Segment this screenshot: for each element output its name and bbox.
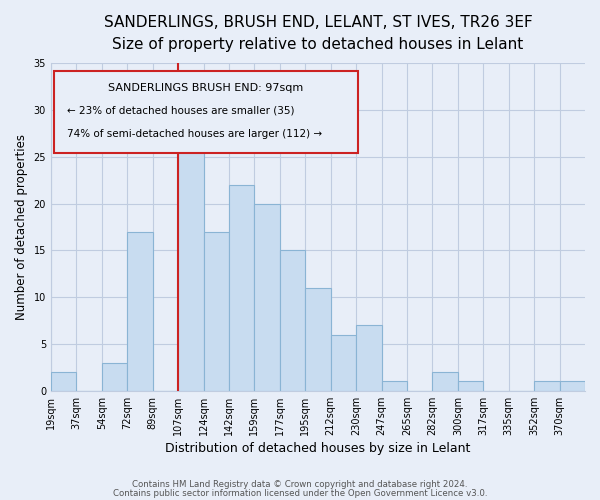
- Bar: [229, 185, 254, 391]
- Bar: [382, 382, 407, 391]
- Bar: [254, 204, 280, 391]
- Text: 74% of semi-detached houses are larger (112) →: 74% of semi-detached houses are larger (…: [67, 128, 322, 138]
- Bar: [534, 382, 560, 391]
- Bar: [203, 232, 229, 391]
- Y-axis label: Number of detached properties: Number of detached properties: [15, 134, 28, 320]
- Bar: [51, 372, 76, 391]
- Bar: [560, 382, 585, 391]
- Text: Contains public sector information licensed under the Open Government Licence v3: Contains public sector information licen…: [113, 489, 487, 498]
- Bar: [280, 250, 305, 391]
- Bar: [178, 148, 203, 391]
- Bar: [305, 288, 331, 391]
- Text: Contains HM Land Registry data © Crown copyright and database right 2024.: Contains HM Land Registry data © Crown c…: [132, 480, 468, 489]
- Bar: [356, 326, 382, 391]
- Text: ← 23% of detached houses are smaller (35): ← 23% of detached houses are smaller (35…: [67, 106, 295, 116]
- Bar: [127, 232, 152, 391]
- Title: SANDERLINGS, BRUSH END, LELANT, ST IVES, TR26 3EF
Size of property relative to d: SANDERLINGS, BRUSH END, LELANT, ST IVES,…: [104, 15, 532, 52]
- Bar: [331, 334, 356, 391]
- X-axis label: Distribution of detached houses by size in Lelant: Distribution of detached houses by size …: [165, 442, 470, 455]
- Bar: [458, 382, 483, 391]
- Bar: [433, 372, 458, 391]
- Text: SANDERLINGS BRUSH END: 97sqm: SANDERLINGS BRUSH END: 97sqm: [108, 83, 304, 93]
- Bar: [102, 362, 127, 391]
- FancyBboxPatch shape: [53, 72, 358, 153]
